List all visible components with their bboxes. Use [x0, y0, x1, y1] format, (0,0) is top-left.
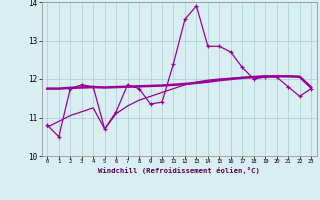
X-axis label: Windchill (Refroidissement éolien,°C): Windchill (Refroidissement éolien,°C) — [98, 167, 260, 174]
